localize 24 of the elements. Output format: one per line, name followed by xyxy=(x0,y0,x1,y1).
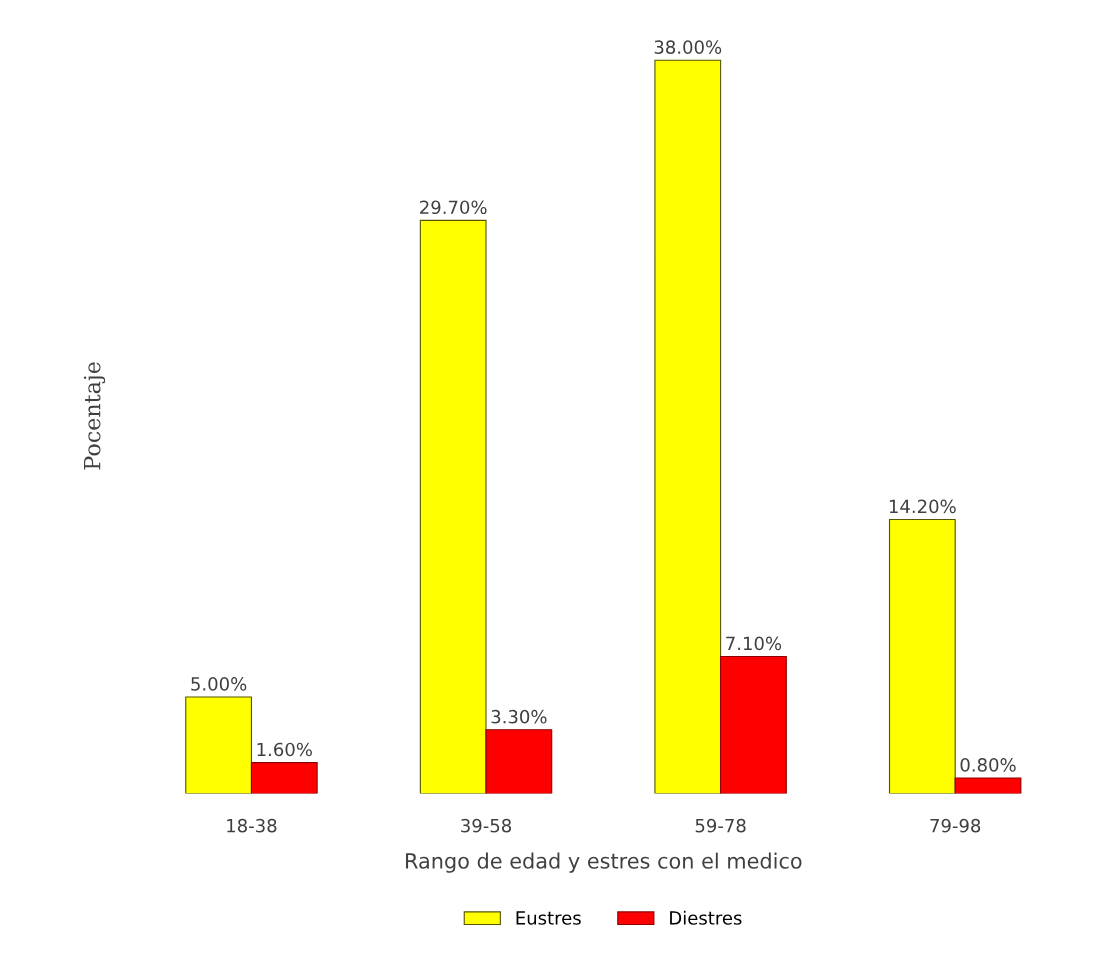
data-label: 3.30% xyxy=(491,709,547,724)
legend-label: Diestres xyxy=(670,910,742,925)
bar xyxy=(185,696,253,794)
x-axis-title: Rango de edad y estres con el medico xyxy=(406,852,802,873)
x-tick-label: 18-38 xyxy=(227,818,277,833)
data-label: 29.70% xyxy=(420,200,487,215)
data-label: 1.60% xyxy=(257,742,312,757)
bar xyxy=(419,219,487,794)
data-label: 5.00% xyxy=(191,677,247,691)
data-label: 38.00% xyxy=(654,40,722,54)
data-label: 7.10% xyxy=(726,636,782,651)
bar xyxy=(250,762,318,794)
legend-label: Eustres xyxy=(516,911,581,925)
bar xyxy=(720,655,787,794)
bar xyxy=(954,777,1022,794)
data-label: 14.20% xyxy=(889,499,956,514)
bar xyxy=(654,59,722,794)
x-tick-label: 39-58 xyxy=(461,818,512,833)
x-tick-label: 59-78 xyxy=(695,818,746,833)
y-axis-title: Pocentaje xyxy=(83,362,106,470)
x-tick-label: 79-98 xyxy=(930,818,981,833)
bar xyxy=(888,518,956,794)
bar xyxy=(485,729,553,794)
data-label: 0.80% xyxy=(960,758,1016,772)
